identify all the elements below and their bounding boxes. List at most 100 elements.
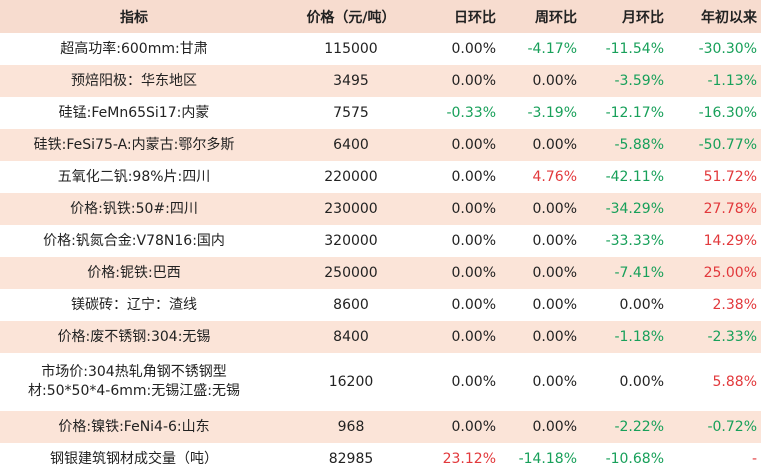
week-change-value: 4.76% bbox=[532, 168, 577, 185]
week-change-value: 0.00% bbox=[532, 136, 577, 153]
day-change-value: 0.00% bbox=[451, 72, 496, 89]
indicator-name-line: 材:50*50*4-6mm:无锡江盛:无锡 bbox=[28, 383, 240, 399]
price-value: 968 bbox=[337, 418, 365, 435]
header-row: 指标 价格（元/吨） 日环比 周环比 月环比 年初以来 bbox=[0, 0, 761, 33]
indicator-name: 价格:废不锈钢:304:无锡 bbox=[57, 328, 211, 345]
price-value: 82985 bbox=[328, 450, 374, 467]
ytd-change-value: - bbox=[751, 450, 757, 467]
indicator-name: 硅铁:FeSi75-A:内蒙古:鄂尔多斯 bbox=[33, 136, 235, 153]
table-row: 价格:钒铁:50#:四川 230000 0.00% 0.00% -34.29% 27.78… bbox=[0, 193, 761, 225]
header-price: 价格（元/吨） bbox=[306, 9, 396, 26]
header-day-change: 日环比 bbox=[454, 9, 496, 26]
table-row: 镁碳砖：辽宁：渣线 8600 0.00% 0.00% 0.00% 2.38% bbox=[0, 289, 761, 321]
indicator-name: 超高功率:600mm:甘肃 bbox=[60, 40, 208, 57]
month-change-value: 0.00% bbox=[619, 296, 664, 313]
ytd-change-value: -30.30% bbox=[698, 40, 757, 57]
week-change-value: 0.00% bbox=[532, 296, 577, 313]
indicator-name: 钢银建筑钢材成交量（吨） bbox=[50, 450, 218, 467]
week-change-value: 0.00% bbox=[532, 328, 577, 345]
header-indicator: 指标 bbox=[120, 9, 148, 26]
ytd-change-value: -16.30% bbox=[698, 104, 757, 121]
table-row: 预焙阳极：华东地区 3495 0.00% 0.00% -3.59% -1.13% bbox=[0, 65, 761, 97]
day-change-value: 0.00% bbox=[451, 373, 496, 390]
table-row: 价格:镍铁:FeNi4-6:山东 968 0.00% 0.00% -2.22% -0.72… bbox=[0, 411, 761, 443]
month-change-value: -7.41% bbox=[614, 264, 664, 281]
month-change-value: -11.54% bbox=[605, 40, 664, 57]
price-value: 16200 bbox=[328, 373, 374, 390]
month-change-value: -12.17% bbox=[605, 104, 664, 121]
month-change-value: -5.88% bbox=[614, 136, 664, 153]
indicator-name-line: 市场价:304热轧角钢不锈钢型 bbox=[41, 364, 227, 380]
table-row: 价格:钒氮合金:V78N16:国内 320000 0.00% 0.00% -33.33%… bbox=[0, 225, 761, 257]
day-change-value: 0.00% bbox=[451, 200, 496, 217]
ytd-change-value: 25.00% bbox=[703, 264, 757, 281]
table-header: 指标 价格（元/吨） 日环比 周环比 月环比 年初以来 bbox=[0, 0, 761, 33]
day-change-value: 0.00% bbox=[451, 328, 496, 345]
indicator-name: 价格:镍铁:FeNi4-6:山东 bbox=[58, 418, 210, 435]
month-change-value: -2.22% bbox=[614, 418, 664, 435]
day-change-value: 0.00% bbox=[451, 136, 496, 153]
month-change-value: -10.68% bbox=[605, 450, 664, 467]
day-change-value: 0.00% bbox=[451, 40, 496, 57]
table-body: 超高功率:600mm:甘肃 115000 0.00% -4.17% -11.54% -30… bbox=[0, 33, 761, 475]
week-change-value: 0.00% bbox=[532, 418, 577, 435]
ytd-change-value: 27.78% bbox=[703, 200, 757, 217]
indicator-name: 价格:钒氮合金:V78N16:国内 bbox=[43, 232, 225, 249]
price-value: 6400 bbox=[333, 136, 369, 153]
month-change-value: -33.33% bbox=[605, 232, 664, 249]
week-change-value: 0.00% bbox=[532, 72, 577, 89]
ytd-change-value: 51.72% bbox=[703, 168, 757, 185]
month-change-value: 0.00% bbox=[619, 373, 664, 390]
month-change-value: -1.18% bbox=[614, 328, 664, 345]
indicator-name: 预焙阳极：华东地区 bbox=[71, 72, 197, 89]
week-change-value: 0.00% bbox=[532, 232, 577, 249]
month-change-value: -3.59% bbox=[614, 72, 664, 89]
table-row: 硅铁:FeSi75-A:内蒙古:鄂尔多斯 6400 0.00% 0.00% -5.88%… bbox=[0, 129, 761, 161]
table-row: 钢银建筑钢材成交量（吨） 82985 23.12% -14.18% -10.68% - bbox=[0, 443, 761, 475]
day-change-value: 0.00% bbox=[451, 264, 496, 281]
price-value: 250000 bbox=[324, 264, 378, 281]
ytd-change-value: -50.77% bbox=[698, 136, 757, 153]
indicator-name: 市场价:304热轧角钢不锈钢型 材:50*50*4-6mm:无锡江盛:无锡 bbox=[0, 353, 268, 411]
day-change-value: 0.00% bbox=[451, 418, 496, 435]
indicator-name: 价格:钒铁:50#:四川 bbox=[70, 200, 198, 217]
month-change-value: -34.29% bbox=[605, 200, 664, 217]
table-row: 硅锰:FeMn65Si17:内蒙 7575 -0.33% -3.19% -12.17% -… bbox=[0, 97, 761, 129]
price-value: 8600 bbox=[333, 296, 369, 313]
header-month-change: 月环比 bbox=[622, 9, 664, 26]
indicator-name: 镁碳砖：辽宁：渣线 bbox=[71, 296, 197, 313]
table-row: 五氧化二钒:98%片:四川 220000 0.00% 4.76% -42.11% 51.7… bbox=[0, 161, 761, 193]
day-change-value: -0.33% bbox=[446, 104, 496, 121]
indicator-name: 五氧化二钒:98%片:四川 bbox=[57, 168, 211, 185]
ytd-change-value: 2.38% bbox=[712, 296, 757, 313]
indicator-name: 硅锰:FeMn65Si17:内蒙 bbox=[58, 104, 210, 121]
week-change-value: -14.18% bbox=[518, 450, 577, 467]
ytd-change-value: -0.72% bbox=[707, 418, 757, 435]
week-change-value: 0.00% bbox=[532, 264, 577, 281]
day-change-value: 0.00% bbox=[451, 296, 496, 313]
price-value: 115000 bbox=[324, 40, 378, 57]
ytd-change-value: -1.13% bbox=[707, 72, 757, 89]
week-change-value: -4.17% bbox=[527, 40, 577, 57]
table-row: 价格:废不锈钢:304:无锡 8400 0.00% 0.00% -1.18% -2.33% bbox=[0, 321, 761, 353]
price-value: 320000 bbox=[324, 232, 378, 249]
week-change-value: 0.00% bbox=[532, 200, 577, 217]
day-change-value: 0.00% bbox=[451, 168, 496, 185]
table-row: 价格:铌铁:巴西 250000 0.00% 0.00% -7.41% 25.00% bbox=[0, 257, 761, 289]
price-value: 3495 bbox=[333, 72, 369, 89]
header-week-change: 周环比 bbox=[535, 9, 577, 26]
price-value: 230000 bbox=[324, 200, 378, 217]
price-value: 7575 bbox=[333, 104, 369, 121]
day-change-value: 0.00% bbox=[451, 232, 496, 249]
price-value: 220000 bbox=[324, 168, 378, 185]
week-change-value: -3.19% bbox=[527, 104, 577, 121]
month-change-value: -42.11% bbox=[605, 168, 664, 185]
ytd-change-value: -2.33% bbox=[707, 328, 757, 345]
day-change-value: 23.12% bbox=[442, 450, 496, 467]
ytd-change-value: 14.29% bbox=[703, 232, 757, 249]
table-row: 市场价:304热轧角钢不锈钢型 材:50*50*4-6mm:无锡江盛:无锡 1620… bbox=[0, 353, 761, 411]
header-ytd-change: 年初以来 bbox=[701, 9, 757, 26]
ytd-change-value: 5.88% bbox=[712, 373, 757, 390]
indicator-name: 价格:铌铁:巴西 bbox=[87, 264, 181, 281]
